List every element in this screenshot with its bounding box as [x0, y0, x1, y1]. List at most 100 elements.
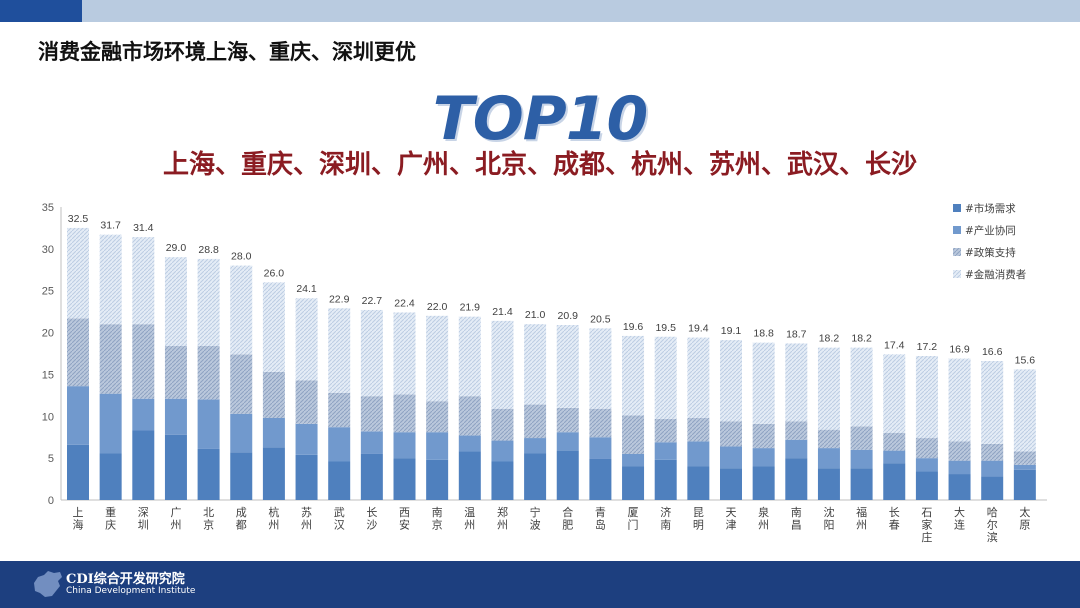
legend-label: #金融消费者	[965, 268, 1026, 281]
x-category-label: 广州	[170, 506, 181, 532]
bar-segment-3	[328, 392, 351, 428]
x-category-char: 北	[203, 506, 214, 519]
total-data-label: 19.6	[623, 321, 644, 333]
x-category-label: 青岛	[595, 506, 606, 532]
bar-segment-3	[948, 441, 971, 461]
bar-segment-4	[295, 298, 318, 381]
bar-segment-1	[687, 466, 710, 500]
bar-segment-2	[817, 448, 840, 469]
bar-segment-1	[981, 476, 1004, 500]
bar-segment-4	[328, 308, 351, 393]
bar-segment-4	[752, 342, 775, 424]
bar-segment-1	[99, 453, 122, 500]
total-data-label: 16.9	[949, 344, 970, 356]
x-category-char: 圳	[138, 519, 149, 532]
bar-segment-2	[491, 440, 514, 462]
x-category-char: 门	[628, 518, 639, 532]
bar-segment-3	[360, 396, 383, 432]
bar-segment-4	[720, 340, 742, 422]
bar-segment-4	[589, 328, 612, 409]
total-data-label: 18.7	[786, 328, 807, 340]
x-category-label: 天津	[726, 506, 737, 532]
bar-segment-2	[556, 432, 579, 451]
x-category-char: 明	[693, 519, 704, 532]
bar-segment-1	[295, 454, 318, 500]
total-data-label: 22.0	[427, 301, 448, 313]
x-category-char: 西	[399, 506, 410, 519]
x-category-label: 长春	[889, 506, 900, 532]
total-data-label: 28.8	[198, 244, 219, 256]
bar-segment-1	[393, 458, 416, 500]
bar-segment-1	[622, 466, 645, 500]
y-tick-label: 15	[42, 369, 54, 381]
bar-segment-1	[230, 452, 253, 500]
bar-segment-1	[785, 458, 808, 500]
x-category-label: 武汉	[334, 506, 345, 532]
x-category-char: 波	[530, 519, 541, 532]
bar-segment-2	[99, 393, 122, 454]
bar-segment-4	[99, 234, 122, 325]
total-data-label: 32.5	[68, 213, 89, 225]
bar-segment-2	[981, 460, 1004, 477]
bar-segment-3	[556, 407, 579, 433]
x-category-label: 太原	[1019, 506, 1030, 532]
top-accent-bar	[0, 0, 82, 22]
x-category-char: 合	[562, 505, 573, 519]
bar-segment-3	[687, 417, 710, 442]
bar-segment-3	[981, 443, 1004, 461]
x-category-label: 石家庄	[921, 506, 932, 544]
bar-segment-2	[622, 453, 645, 467]
bar-segment-4	[360, 309, 383, 397]
bar-segment-4	[197, 258, 220, 346]
x-category-char: 汉	[334, 519, 345, 532]
footer-subtitle: China Development Institute	[66, 586, 196, 596]
bar-segment-4	[622, 335, 645, 416]
total-data-label: 21.9	[460, 302, 481, 314]
total-data-label: 19.1	[721, 325, 742, 337]
bar-segment-2	[948, 460, 971, 475]
bar-segment-4	[850, 347, 873, 427]
bar-segment-2	[785, 439, 808, 459]
total-data-label: 18.8	[753, 328, 774, 340]
y-tick-label: 5	[48, 453, 54, 465]
bar-segment-3	[262, 371, 285, 418]
y-tick-label: 25	[42, 286, 54, 298]
total-data-label: 20.9	[558, 310, 579, 322]
x-category-char: 厦	[628, 506, 639, 519]
x-category-char: 昆	[693, 506, 704, 519]
stacked-bar-chart: 0 5 10 15 20 25 30 35 32.5 上海 31.7 重庆 31.4 深圳 29.0 广州 28…	[42, 202, 1047, 544]
bar-segment-3	[67, 318, 89, 387]
bar-segment-3	[1013, 451, 1036, 465]
bar-segment-1	[360, 453, 383, 500]
footer-bar: CDI综合开发研究院 China Development Institute	[0, 561, 1080, 608]
bar-segment-2	[328, 427, 351, 462]
bar-segment-3	[164, 345, 187, 399]
bar-segment-1	[328, 461, 351, 500]
x-category-char: 京	[203, 518, 214, 532]
legend-swatch	[953, 226, 961, 234]
bar-segment-2	[654, 442, 677, 460]
bar-segment-2	[197, 399, 220, 449]
bar-segment-3	[589, 408, 612, 438]
total-data-label: 17.4	[884, 339, 905, 351]
x-category-char: 天	[726, 506, 737, 519]
bar-segment-2	[850, 449, 873, 469]
bar-segment-1	[262, 447, 285, 500]
x-category-char: 长	[366, 506, 377, 519]
x-category-char: 都	[236, 519, 247, 532]
x-category-label: 昆明	[693, 506, 704, 532]
bar-segment-3	[458, 396, 481, 436]
y-tick-label: 0	[48, 495, 54, 507]
bar-segment-2	[720, 446, 742, 469]
bar-segment-4	[458, 316, 481, 397]
bar-segment-3	[524, 404, 547, 439]
x-category-char: 沈	[823, 505, 834, 519]
x-category-char: 温	[464, 506, 475, 519]
x-category-char: 州	[856, 519, 867, 532]
bar-segment-4	[426, 315, 449, 402]
bar-segment-3	[197, 345, 220, 400]
x-category-char: 广	[170, 506, 181, 519]
x-category-char: 哈	[987, 506, 998, 519]
x-category-label: 济南	[660, 505, 671, 532]
total-data-label: 24.1	[296, 283, 317, 295]
